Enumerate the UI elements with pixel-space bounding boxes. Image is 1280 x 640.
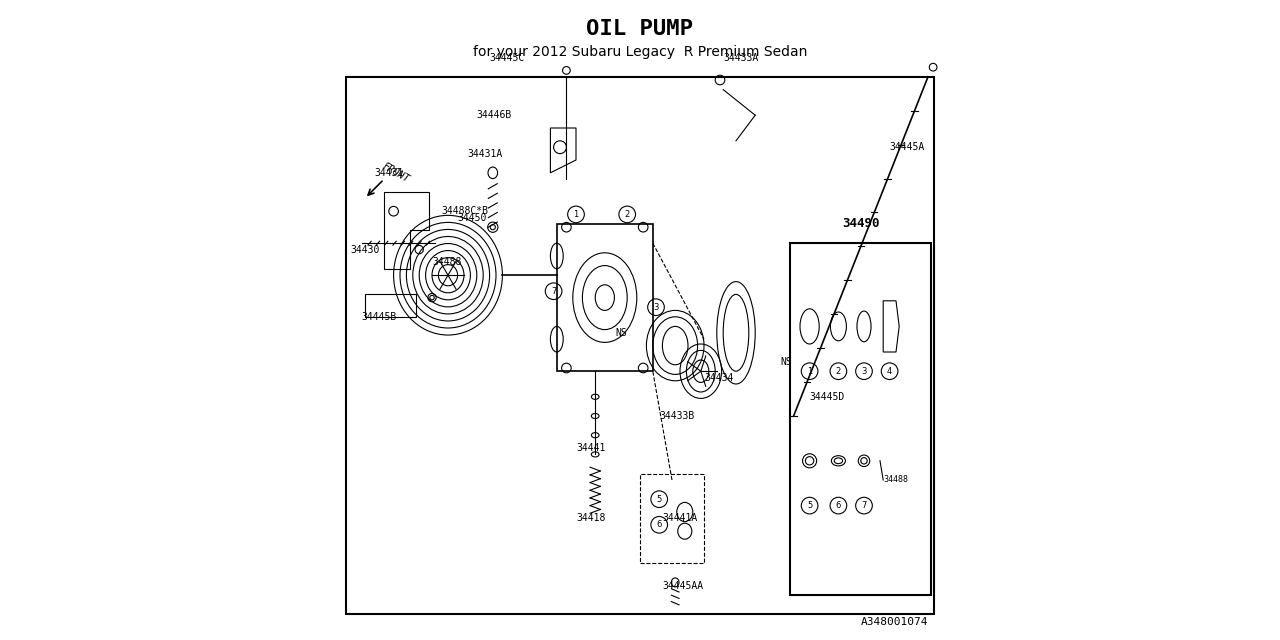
- Text: 34445A: 34445A: [890, 142, 925, 152]
- Text: 6: 6: [836, 501, 841, 510]
- Text: 2: 2: [625, 210, 630, 219]
- Polygon shape: [550, 128, 576, 173]
- Text: 6: 6: [657, 520, 662, 529]
- Text: for your 2012 Subaru Legacy  R Premium Sedan: for your 2012 Subaru Legacy R Premium Se…: [472, 45, 808, 59]
- Bar: [794, 339, 896, 467]
- Text: 34445AA: 34445AA: [663, 580, 704, 591]
- Text: 34431A: 34431A: [467, 148, 503, 159]
- Text: 34445B: 34445B: [362, 312, 397, 322]
- Text: OIL PUMP: OIL PUMP: [586, 19, 694, 39]
- Text: 34433A: 34433A: [723, 52, 759, 63]
- Text: 34490: 34490: [842, 218, 879, 230]
- Bar: [640, 474, 704, 563]
- Text: 3: 3: [861, 367, 867, 376]
- Text: 7: 7: [861, 501, 867, 510]
- Text: 34450: 34450: [458, 212, 486, 223]
- Text: 2: 2: [836, 367, 841, 376]
- Text: 34446B: 34446B: [476, 110, 512, 120]
- Text: 34434: 34434: [704, 372, 733, 383]
- Text: 34430: 34430: [351, 244, 380, 255]
- Text: 34488: 34488: [883, 476, 909, 484]
- Text: 34431: 34431: [374, 168, 403, 178]
- Text: 34445D: 34445D: [810, 392, 845, 402]
- Text: 34488C*B: 34488C*B: [442, 206, 489, 216]
- Text: 3: 3: [653, 303, 659, 312]
- Text: 34488: 34488: [433, 257, 461, 268]
- Text: 4: 4: [887, 367, 892, 376]
- Text: 5: 5: [657, 495, 662, 504]
- Text: 34441: 34441: [576, 443, 605, 453]
- Text: 1: 1: [573, 210, 579, 219]
- Text: 5: 5: [806, 501, 813, 510]
- Text: 34418: 34418: [576, 513, 605, 524]
- Text: A348001074: A348001074: [860, 617, 928, 627]
- Text: 34445C: 34445C: [489, 52, 525, 63]
- Text: 7: 7: [550, 287, 557, 296]
- Bar: [791, 243, 932, 595]
- Text: FRONT: FRONT: [381, 161, 411, 184]
- Text: 34433B: 34433B: [659, 411, 695, 421]
- Text: 34441A: 34441A: [663, 513, 698, 524]
- Text: 1: 1: [806, 367, 813, 376]
- Text: NS: NS: [616, 328, 627, 338]
- Text: NS: NS: [781, 357, 792, 367]
